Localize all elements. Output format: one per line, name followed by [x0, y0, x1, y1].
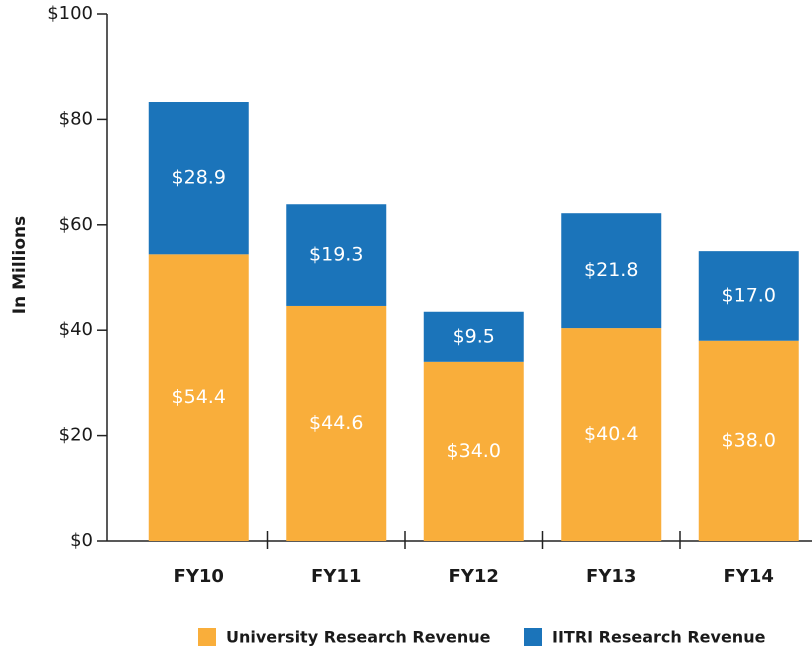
- y-axis-title: In Millions: [10, 216, 30, 314]
- bar-segment: [698, 340, 799, 541]
- bar-segment: [286, 305, 387, 541]
- x-tick-label: FY14: [724, 566, 774, 587]
- bar-segment: [148, 102, 249, 255]
- bar-segment: [561, 213, 662, 329]
- value-label: $21.8: [584, 259, 638, 281]
- bar-segment: [423, 361, 524, 541]
- x-tick-label: FY10: [174, 566, 224, 587]
- value-label: $19.3: [309, 244, 363, 266]
- y-tick-label: $60: [59, 214, 93, 235]
- x-tick-label: FY13: [586, 566, 636, 587]
- value-label: $17.0: [722, 284, 776, 306]
- x-tick-label: FY12: [449, 566, 499, 587]
- legend-label: IITRI Research Revenue: [552, 628, 766, 647]
- bar-segment: [148, 254, 249, 541]
- legend-swatch: [524, 628, 542, 646]
- bar-segment: [423, 311, 524, 362]
- value-label: $54.4: [172, 386, 226, 408]
- legend-swatch: [198, 628, 216, 646]
- bar-segment: [698, 251, 799, 341]
- value-label: $44.6: [309, 412, 363, 434]
- x-tick-label: FY11: [311, 566, 361, 587]
- value-label: $34.0: [447, 440, 501, 462]
- value-label: $9.5: [453, 325, 495, 347]
- y-tick-label: $80: [59, 108, 93, 129]
- legend-label: University Research Revenue: [226, 628, 491, 647]
- value-label: $38.0: [722, 429, 776, 451]
- y-tick-label: $0: [70, 530, 93, 551]
- value-label: $40.4: [584, 423, 638, 445]
- y-tick-label: $20: [59, 425, 93, 446]
- bar-segment: [286, 204, 387, 306]
- y-tick-label: $100: [47, 3, 93, 24]
- y-tick-label: $40: [59, 319, 93, 340]
- bar-segment: [561, 328, 662, 541]
- value-label: $28.9: [172, 167, 226, 189]
